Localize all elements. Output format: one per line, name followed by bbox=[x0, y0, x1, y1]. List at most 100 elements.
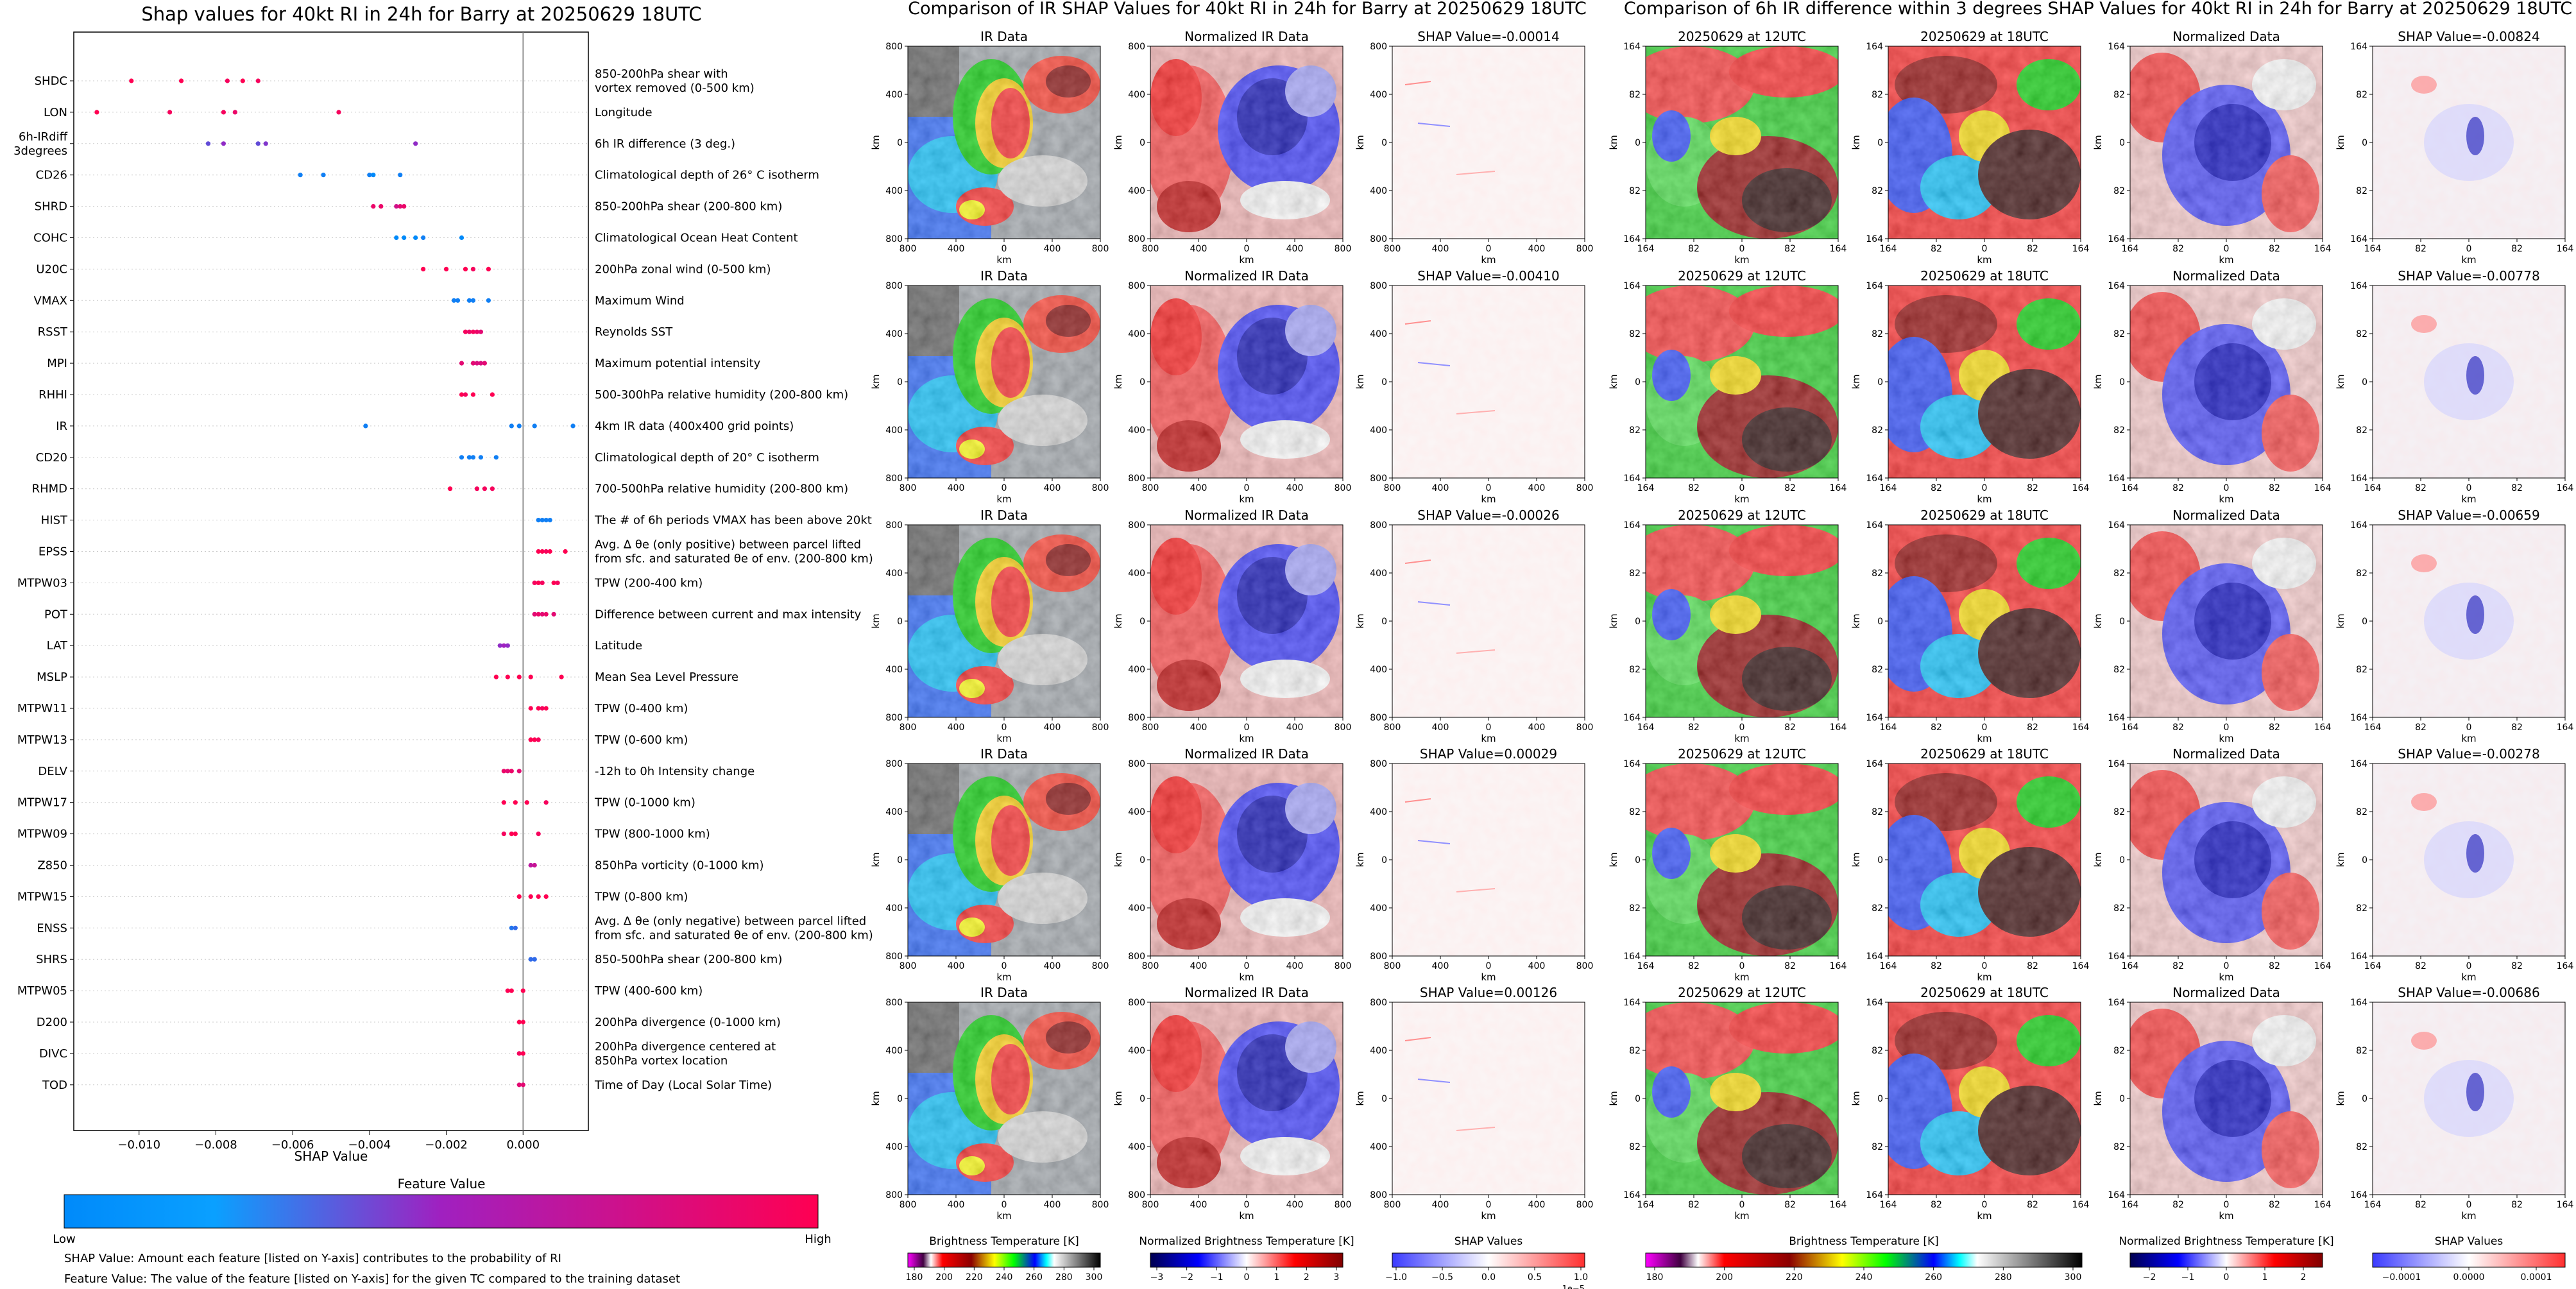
y-tick-label: 82 bbox=[1872, 807, 1883, 817]
x-tick-label: 800 bbox=[1384, 1200, 1401, 1210]
x-tick-label: 82 bbox=[1688, 722, 1700, 733]
colorbar-tick-label: 220 bbox=[966, 1272, 983, 1283]
colorbar-tick-label: 180 bbox=[906, 1272, 923, 1283]
shap-point bbox=[455, 298, 461, 303]
y-tick-label: 800 bbox=[1370, 474, 1387, 484]
colorbar-tick-label: −0.0001 bbox=[2382, 1272, 2421, 1283]
shap-point bbox=[474, 361, 480, 366]
x-axis-label: km bbox=[1239, 971, 1254, 983]
colorbar-tick-label: −1 bbox=[1210, 1272, 1224, 1283]
shap-point bbox=[532, 423, 537, 429]
y-tick-label: 82 bbox=[1872, 329, 1883, 339]
x-tick-label: 164 bbox=[1830, 722, 1847, 733]
y-tick-label: 82 bbox=[2356, 186, 2367, 196]
shap-point bbox=[129, 78, 134, 83]
y-tick-label: 164 bbox=[1623, 759, 1641, 769]
feature-name: LAT bbox=[47, 639, 68, 653]
y-tick-label: 800 bbox=[1128, 759, 1145, 769]
y-tick-label: 800 bbox=[885, 520, 903, 531]
colorbar-label: SHAP Values bbox=[2435, 1235, 2503, 1248]
x-tick-label: 164 bbox=[2557, 961, 2574, 971]
x-tick-label: 0 bbox=[1486, 483, 1492, 493]
feature-name: CD20 bbox=[36, 451, 67, 465]
colorbar bbox=[2372, 1252, 2566, 1268]
shap-point bbox=[528, 674, 533, 679]
x-tick-label: 800 bbox=[1092, 961, 1109, 971]
colorbar-tick-label: 2 bbox=[2301, 1272, 2307, 1283]
shap-point bbox=[478, 329, 484, 334]
y-tick-label: 164 bbox=[2350, 1190, 2367, 1200]
y-tick-label: 800 bbox=[885, 474, 903, 484]
y-tick-label: 0 bbox=[1139, 138, 1145, 148]
shap-point bbox=[167, 110, 173, 115]
panel-title: SHAP Value=-0.00410 bbox=[1417, 268, 1559, 284]
colorbar-label: SHAP Values bbox=[1454, 1235, 1523, 1248]
x-tick-label: 800 bbox=[1142, 722, 1159, 733]
shap-point bbox=[540, 580, 545, 586]
x-tick-label: 0 bbox=[2466, 1200, 2472, 1210]
image-panel bbox=[1392, 525, 1585, 717]
image-panel bbox=[1875, 525, 2081, 717]
x-tick-label: 82 bbox=[2027, 483, 2038, 493]
y-axis-label: km bbox=[1113, 374, 1124, 389]
x-tick-label: 164 bbox=[2557, 1200, 2574, 1210]
x-tick-label: 82 bbox=[2172, 1200, 2184, 1210]
shap-point bbox=[398, 204, 403, 209]
x-tick-label: 800 bbox=[1576, 1200, 1594, 1210]
y-tick-label: 400 bbox=[885, 568, 903, 579]
x-tick-label: 164 bbox=[1880, 722, 1897, 733]
x-tick-label: 82 bbox=[2511, 722, 2523, 733]
y-tick-label: 400 bbox=[885, 1142, 903, 1152]
panel-title: Normalized IR Data bbox=[1184, 29, 1309, 44]
y-tick-label: 0 bbox=[1635, 1094, 1641, 1104]
y-tick-label: 400 bbox=[885, 665, 903, 675]
x-tick-label: 164 bbox=[2072, 244, 2090, 254]
feature-name: POT bbox=[44, 608, 68, 621]
image-panel bbox=[2373, 46, 2565, 239]
feature-name: MTPW03 bbox=[17, 576, 67, 590]
x-tick-label: 0 bbox=[1982, 244, 1988, 254]
feature-name: ENSS bbox=[37, 921, 67, 935]
image-panel bbox=[2124, 525, 2323, 717]
y-tick-label: 400 bbox=[1128, 1142, 1145, 1152]
shap-point bbox=[490, 486, 495, 491]
y-tick-label: 82 bbox=[2113, 568, 2125, 579]
y-tick-label: 164 bbox=[2350, 520, 2367, 531]
feature-name: MTPW11 bbox=[17, 702, 67, 715]
image-panel bbox=[908, 286, 1100, 478]
shap-point bbox=[470, 266, 476, 271]
image-panel bbox=[2124, 1002, 2323, 1195]
x-tick-label: 164 bbox=[1880, 244, 1897, 254]
x-tick-label: 800 bbox=[1335, 1200, 1352, 1210]
image-panel bbox=[908, 46, 1100, 239]
y-axis-label: km bbox=[870, 374, 882, 389]
y-tick-label: 82 bbox=[2113, 903, 2125, 914]
shap-point bbox=[559, 674, 564, 679]
y-tick-label: 400 bbox=[1128, 90, 1145, 100]
panel-title: Normalized IR Data bbox=[1184, 746, 1309, 762]
shap-point bbox=[555, 580, 560, 586]
y-tick-label: 82 bbox=[1629, 1046, 1641, 1056]
y-tick-label: 164 bbox=[2350, 234, 2367, 244]
feature-description: Reynolds SST bbox=[595, 325, 673, 339]
y-axis-label: km bbox=[1850, 852, 1862, 867]
shap-point bbox=[532, 611, 537, 617]
y-tick-label: 400 bbox=[885, 807, 903, 817]
y-axis-label: km bbox=[2092, 374, 2104, 389]
colorbar-tick-label: −1 bbox=[2181, 1272, 2195, 1283]
y-tick-label: 800 bbox=[885, 281, 903, 291]
y-tick-label: 0 bbox=[897, 617, 903, 627]
shap-point bbox=[459, 455, 465, 460]
shap-point bbox=[482, 361, 488, 366]
shap-point bbox=[528, 894, 533, 899]
y-tick-label: 800 bbox=[1370, 42, 1387, 52]
feature-name: MPI bbox=[47, 357, 67, 370]
y-tick-label: 82 bbox=[2113, 329, 2125, 339]
x-axis-label: km bbox=[2219, 254, 2233, 266]
colorbar-tick-label: 0 bbox=[2224, 1272, 2230, 1283]
y-tick-label: 0 bbox=[1877, 855, 1883, 866]
panel-title: SHAP Value=0.00126 bbox=[1420, 985, 1557, 1000]
panel-title: Normalized IR Data bbox=[1184, 508, 1309, 523]
feature-description: TPW (0-600 km) bbox=[594, 733, 688, 747]
x-tick-label: 400 bbox=[1190, 961, 1207, 971]
